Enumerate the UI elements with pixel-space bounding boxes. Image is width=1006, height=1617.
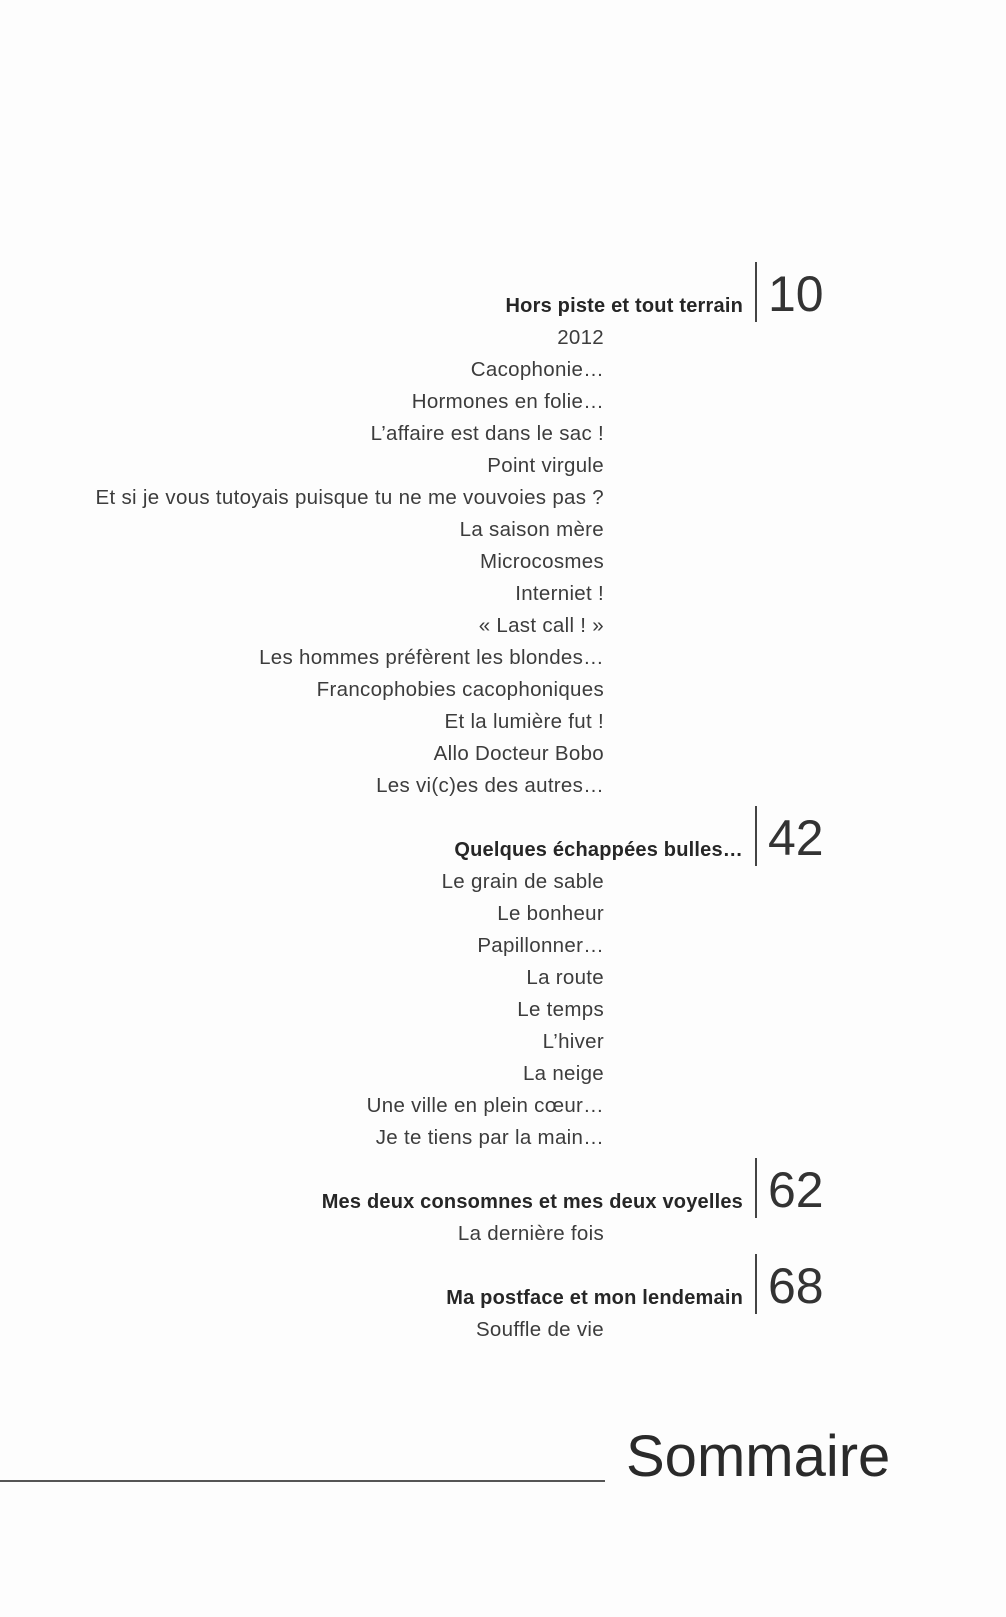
toc-item: La route: [526, 966, 604, 989]
page-number: 68: [768, 1258, 824, 1314]
divider-bar: [755, 262, 757, 322]
toc-item: La saison mère: [459, 518, 604, 541]
toc-item: Point virgule: [487, 454, 604, 477]
toc-item: Interniet !: [515, 582, 604, 605]
section-heading: Quelques échappées bulles…: [454, 839, 743, 861]
toc-item: Microcosmes: [479, 550, 604, 573]
toc-item: Le temps: [517, 998, 604, 1021]
page-number: 62: [768, 1162, 824, 1218]
toc-item: Les vi(c)es des autres…: [376, 774, 604, 797]
toc-item: La neige: [522, 1062, 604, 1085]
section-items: Souffle de vie: [476, 1314, 604, 1346]
section-items: Le grain de sable Le bonheur Papillonner… L…: [367, 866, 604, 1154]
section-heading: Hors piste et tout terrain: [505, 295, 743, 317]
toc-item: Francophobies cacophoniques: [316, 678, 604, 701]
section-heading: Mes deux consomnes et mes deux voyelles: [321, 1191, 743, 1213]
divider-bar: [755, 1158, 757, 1218]
divider-bar: [755, 1254, 757, 1314]
toc-item: Le grain de sable: [441, 870, 604, 893]
toc-item: Je te tiens par la main…: [375, 1126, 604, 1149]
page-number: 42: [768, 810, 824, 866]
toc-item: 2012: [557, 326, 604, 349]
toc-item: La dernière fois: [457, 1222, 604, 1245]
toc-item: Et la lumière fut !: [444, 710, 604, 733]
toc-item: « Last call ! »: [478, 614, 604, 637]
toc-item: Papillonner…: [477, 934, 604, 957]
page-number: 10: [768, 266, 824, 322]
toc-item: L’hiver: [542, 1030, 604, 1053]
section-heading: Ma postface et mon lendemain: [446, 1287, 743, 1309]
toc-item: Les hommes préfèrent les blondes…: [259, 646, 604, 669]
page-title: Sommaire: [626, 1424, 891, 1489]
toc-item: Hormones en folie…: [411, 390, 604, 413]
toc-item: Allo Docteur Bobo: [433, 742, 604, 765]
toc-item: Souffle de vie: [475, 1318, 604, 1341]
section-items: La dernière fois: [458, 1218, 604, 1250]
divider-bar: [755, 806, 757, 866]
toc-item: Et si je vous tutoyais puisque tu ne me …: [95, 486, 604, 509]
toc-item: Cacophonie…: [470, 358, 604, 381]
toc-item: L’affaire est dans le sac !: [370, 422, 604, 445]
title-rule: [0, 1480, 605, 1482]
toc-item: Une ville en plein cœur…: [366, 1094, 604, 1117]
section-items: 2012 Cacophonie… Hormones en folie… L’affai…: [96, 322, 604, 802]
toc-item: Le bonheur: [497, 902, 604, 925]
